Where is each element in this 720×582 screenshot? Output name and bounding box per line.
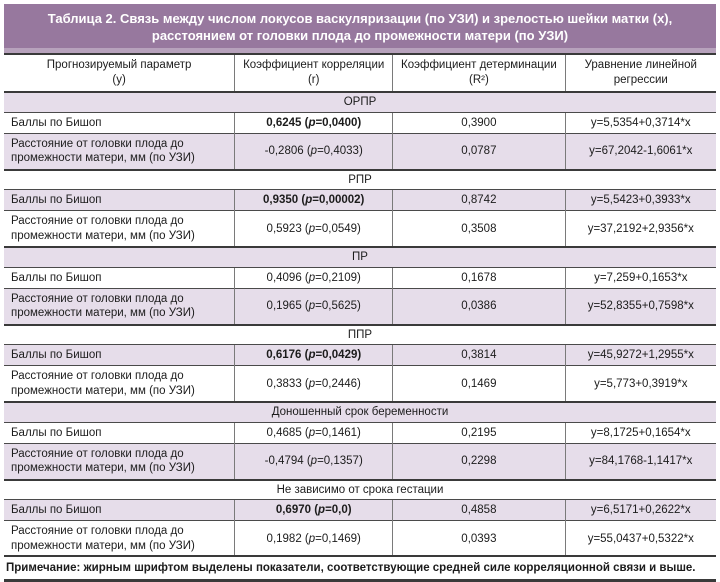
equation-cell: y=37,2192+2,9356*x: [564, 210, 716, 248]
table-row: Расстояние от головки плода до промежнос…: [4, 210, 716, 248]
table-row: Расстояние от головки плода до промежнос…: [4, 442, 716, 480]
header-parameter-line1: Прогнозируемый параметр: [46, 59, 192, 72]
equation-cell: y=84,1768-1,1417*x: [564, 442, 716, 480]
determination-cell: 0,8742: [392, 189, 566, 211]
table-row: Баллы по Бишоп 0,6245 (p=0,0400) 0,3900 y=5…: [4, 111, 716, 134]
correlation-cell: 0,6970 (p=0,0): [234, 499, 393, 521]
header-determination-line1: Коэффициент детерминации: [401, 59, 557, 72]
header-parameter-line2: (y): [112, 74, 126, 87]
determination-cell: 0,2195: [392, 421, 566, 444]
determination-cell: 0,2298: [392, 442, 566, 480]
table-row: Баллы по Бишоп 0,9350 (p=0,00002) 0,8742 y=…: [4, 189, 716, 211]
table-row: Баллы по Бишоп 0,4685 (p=0,1461) 0,2195 y=8…: [4, 421, 716, 444]
equation-cell: y=8,1725+0,1654*x: [564, 421, 716, 444]
section-header-row: РПР: [4, 168, 716, 190]
determination-cell: 0,0386: [392, 287, 566, 325]
section-header-row: ППР: [4, 323, 716, 345]
correlation-cell: -0,4794 (p=0,1357): [234, 442, 393, 480]
section-title: ППР: [4, 323, 716, 345]
section-title: Доношенный срок беременности: [4, 401, 716, 423]
equation-cell: y=45,9272+1,2955*x: [564, 344, 716, 366]
determination-cell: 0,3508: [392, 210, 566, 248]
header-determination-line2: (R²): [469, 74, 489, 87]
equation-cell: y=67,2042-1,6061*x: [564, 132, 716, 170]
correlation-cell: 0,1965 (p=0,5625): [234, 287, 393, 325]
section-header-row: Не зависимо от срока гестации: [4, 478, 716, 500]
param-cell: Расстояние от головки плода до промежнос…: [4, 520, 235, 557]
section-title: ПР: [4, 246, 716, 268]
correlation-cell: 0,5923 (p=0,0549): [234, 210, 393, 248]
header-regression: Уравнение линейной регрессии: [564, 53, 716, 94]
table-header: Прогнозируемый параметр (y) Коэффициент …: [4, 53, 716, 94]
table-row: Расстояние от головки плода до промежнос…: [4, 287, 716, 325]
section-title: Не зависимо от срока гестации: [4, 478, 716, 500]
equation-cell: y=5,5354+0,3714*x: [564, 111, 716, 134]
param-cell: Баллы по Бишоп: [4, 421, 235, 444]
section-title: ОРПР: [4, 91, 716, 113]
determination-cell: 0,0787: [392, 132, 566, 170]
determination-cell: 0,1469: [392, 365, 566, 403]
equation-cell: y=7,259+0,1653*x: [564, 266, 716, 289]
table-row: Расстояние от головки плода до промежнос…: [4, 520, 716, 557]
equation-cell: y=55,0437+0,5322*x: [564, 520, 716, 557]
equation-cell: y=52,8355+0,7598*x: [564, 287, 716, 325]
correlation-cell: 0,4096 (p=0,2109): [234, 266, 393, 289]
section-header-row: ОРПР: [4, 91, 716, 113]
equation-cell: y=5,773+0,3919*x: [564, 365, 716, 403]
footnote: Примечание: жирным шрифтом выделены пока…: [4, 555, 716, 582]
determination-cell: 0,4858: [392, 499, 566, 521]
section-header-row: ПР: [4, 246, 716, 268]
header-row: Прогнозируемый параметр (y) Коэффициент …: [4, 53, 716, 94]
determination-cell: 0,3814: [392, 344, 566, 366]
correlation-cell: 0,3833 (p=0,2446): [234, 365, 393, 403]
table-body: ОРПР Баллы по Бишоп 0,6245 (p=0,0400) 0,390…: [4, 91, 716, 557]
param-cell: Расстояние от головки плода до промежнос…: [4, 442, 235, 480]
correlation-cell: 0,1982 (p=0,1469): [234, 520, 393, 557]
correlation-table: Прогнозируемый параметр (y) Коэффициент …: [4, 53, 716, 557]
correlation-cell: 0,4685 (p=0,1461): [234, 421, 393, 444]
table-row: Расстояние от головки плода до промежнос…: [4, 365, 716, 403]
table-title: Таблица 2. Связь между числом локусов ва…: [4, 4, 716, 54]
table-row: Баллы по Бишоп 0,6176 (p=0,0429) 0,3814 y=4…: [4, 344, 716, 366]
param-cell: Баллы по Бишоп: [4, 499, 235, 521]
equation-cell: y=6,5171+0,2622*x: [564, 499, 716, 521]
param-cell: Баллы по Бишоп: [4, 266, 235, 289]
header-correlation-line1: Коэффициент корреляции: [243, 59, 385, 72]
equation-cell: y=5,5423+0,3933*x: [564, 189, 716, 211]
param-cell: Расстояние от головки плода до промежнос…: [4, 287, 235, 325]
correlation-cell: 0,6176 (p=0,0429): [234, 344, 393, 366]
correlation-cell: -0,2806 (p=0,4033): [234, 132, 393, 170]
table-title-line1: Таблица 2. Связь между числом локусов ва…: [47, 11, 673, 26]
determination-cell: 0,0393: [392, 520, 566, 557]
param-cell: Баллы по Бишоп: [4, 111, 235, 134]
param-cell: Расстояние от головки плода до промежнос…: [4, 365, 235, 403]
header-regression-line2: регрессии: [613, 74, 668, 87]
header-correlation-line2: (r): [307, 74, 320, 87]
param-cell: Баллы по Бишоп: [4, 344, 235, 366]
param-cell: Баллы по Бишоп: [4, 189, 235, 211]
table-row: Баллы по Бишоп 0,6970 (p=0,0) 0,4858 y=6,51…: [4, 499, 716, 521]
determination-cell: 0,1678: [392, 266, 566, 289]
header-parameter: Прогнозируемый параметр (y): [4, 53, 235, 94]
param-cell: Расстояние от головки плода до промежнос…: [4, 132, 235, 170]
header-regression-line1: Уравнение линейной: [584, 59, 697, 72]
correlation-cell: 0,6245 (p=0,0400): [234, 111, 393, 134]
header-determination: Коэффициент детерминации (R²): [392, 53, 566, 94]
param-cell: Расстояние от головки плода до промежнос…: [4, 210, 235, 248]
section-title: РПР: [4, 168, 716, 190]
determination-cell: 0,3900: [392, 111, 566, 134]
section-header-row: Доношенный срок беременности: [4, 401, 716, 423]
table-row: Баллы по Бишоп 0,4096 (p=0,2109) 0,1678 y=7…: [4, 266, 716, 289]
header-correlation: Коэффициент корреляции (r): [234, 53, 393, 94]
table-title-line2: расстоянием от головки плода до промежно…: [151, 28, 569, 44]
correlation-cell: 0,9350 (p=0,00002): [234, 189, 393, 211]
table-row: Расстояние от головки плода до промежнос…: [4, 132, 716, 170]
